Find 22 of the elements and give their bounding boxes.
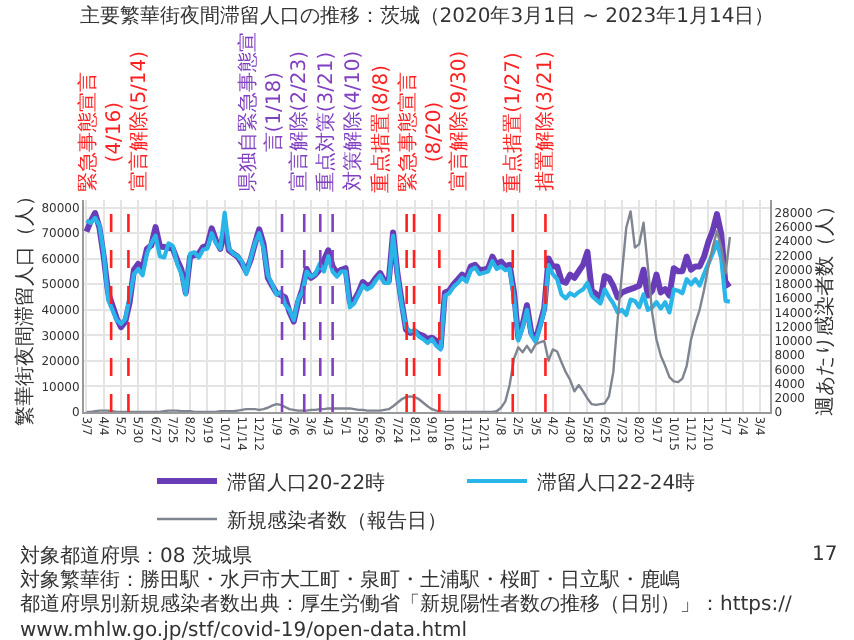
chart-title: 主要繁華街夜間滞留人口の推移：茨城（2020年3月1日 ~ 2023年1月14日）: [79, 4, 775, 28]
ref-line-label: 宣言解除(2/23): [287, 50, 312, 192]
text: 17: [812, 544, 838, 566]
ref-line-label: 県独自緊急事態宣言(1/18): [236, 32, 287, 193]
ref-line-label: 重点措置(8/8): [368, 64, 393, 193]
text: 対象都道府県：08 茨城県: [20, 544, 252, 568]
text: 対象繁華街：勝田駅・水戸市大工町・泉町・土浦駅・桜町・日立駅・鹿嶋: [20, 568, 680, 592]
y-axis-title: 繁華街夜間滞留人口（人）: [13, 186, 38, 426]
legend-label: 新規感染者数（報告日）: [227, 508, 447, 533]
legend-label: 滞留人口20-22時: [227, 470, 386, 495]
ref-line-label: 対策解除(4/10): [341, 50, 366, 192]
legend-label: 滞留人口22-24時: [537, 470, 696, 495]
ref-line-label: 宣言解除(5/14): [127, 50, 152, 192]
ref-line-label: 宣言解除(9/30): [447, 50, 472, 192]
ref-line-label: 緊急事態宣言(4/16): [76, 72, 127, 193]
ref-line-label: 重点対策(3/21): [314, 51, 339, 193]
ref-line-label: 緊急事態宣言(8/20): [396, 72, 447, 193]
line-series: [85, 210, 732, 412]
ref-line-label: 措置解除(3/21): [533, 50, 558, 192]
ref-line-label: 重点措置(1/27): [500, 52, 525, 193]
text: 都道府県別新規感染者数出典：厚生労働省「新規陽性者数の推移（日別）」：https://www.mhlw.go.jp/stf/covid-19/open-data.html: [20, 592, 793, 640]
y2-axis-title: 週あたり感染者数（人）: [812, 196, 837, 416]
